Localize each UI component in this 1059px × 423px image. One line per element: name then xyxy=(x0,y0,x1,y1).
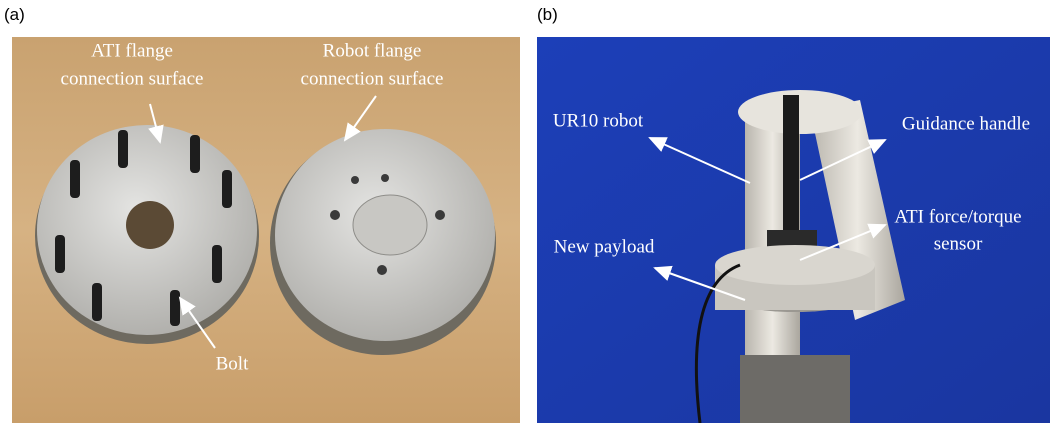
panel-label: (b) xyxy=(537,5,558,24)
annotation: Robot flange xyxy=(323,40,422,61)
annotation: Bolt xyxy=(216,353,249,374)
panel-label: (a) xyxy=(4,5,25,24)
annotation: ATI force/torque xyxy=(894,206,1021,227)
annotation: sensor xyxy=(934,233,983,254)
annotation: connection surface xyxy=(301,68,444,89)
annotation: ATI flange xyxy=(91,40,173,61)
figure: (a) (b) xyxy=(0,0,1059,423)
photo-a xyxy=(12,37,520,423)
annotation: Guidance handle xyxy=(902,113,1030,134)
annotation: UR10 robot xyxy=(553,110,644,131)
annotation: New payload xyxy=(554,236,655,257)
annotation: connection surface xyxy=(61,68,204,89)
photo-b xyxy=(537,37,1050,423)
